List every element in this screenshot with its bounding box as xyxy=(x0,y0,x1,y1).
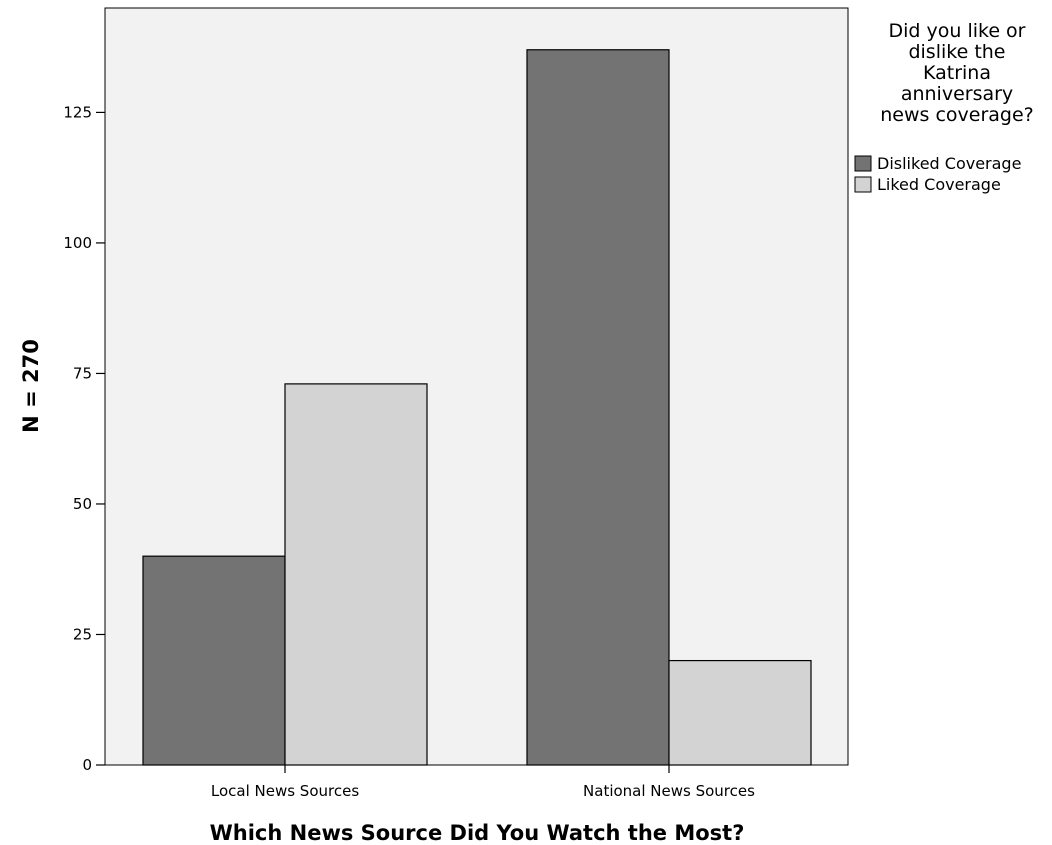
y-axis-title: N = 270 xyxy=(19,339,43,433)
legend-title-line-3: anniversary xyxy=(901,83,1013,105)
y-tick-label-75: 75 xyxy=(73,364,92,382)
legend-swatch-disliked-coverage xyxy=(854,155,872,172)
legend-label-liked-coverage: Liked Coverage xyxy=(877,175,1001,194)
y-tick-label-0: 0 xyxy=(82,756,92,774)
bars-group xyxy=(142,49,812,766)
y-tick-label-125: 125 xyxy=(63,103,92,121)
legend-title-line-2: Katrina xyxy=(923,62,991,84)
bar-liked-coverage-0 xyxy=(284,383,428,766)
bar-liked-coverage-1 xyxy=(668,659,812,766)
x-axis-title: Which News Source Did You Watch the Most… xyxy=(210,821,745,845)
x-category-label-0: Local News Sources xyxy=(211,782,359,800)
y-tick-label-50: 50 xyxy=(73,495,92,513)
y-tick-label-100: 100 xyxy=(63,234,92,252)
y-tick-label-25: 25 xyxy=(73,625,92,643)
legend-title-line-0: Did you like or xyxy=(888,20,1025,42)
bar-disliked-coverage-1 xyxy=(526,49,670,766)
legend-title-line-1: dislike the xyxy=(908,41,1005,63)
y-axis: 0 25 50 75 100 125 xyxy=(63,103,105,774)
x-category-label-1: National News Sources xyxy=(583,782,755,800)
legend-title-line-4: news coverage? xyxy=(880,104,1034,126)
legend-label-disliked-coverage: Disliked Coverage xyxy=(877,154,1021,173)
bar-disliked-coverage-0 xyxy=(142,555,286,766)
legend-swatch-liked-coverage xyxy=(854,176,872,193)
x-axis: Local News Sources National News Sources xyxy=(211,765,755,800)
